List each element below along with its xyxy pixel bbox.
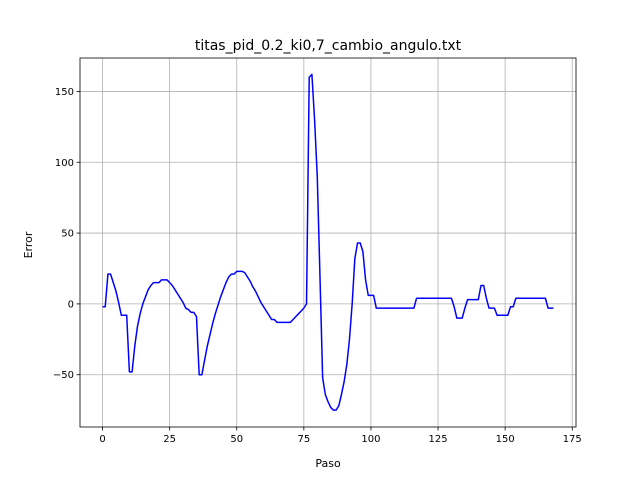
plot-frame xyxy=(79,57,577,428)
x-tick-label: 75 xyxy=(297,434,310,445)
y-tick-label: 100 xyxy=(55,158,74,169)
y-tick-label: 150 xyxy=(55,87,74,98)
x-tick-label: 175 xyxy=(563,434,582,445)
x-tick-label: 125 xyxy=(428,434,447,445)
axes-frame xyxy=(79,57,577,428)
series-layer xyxy=(102,73,554,411)
x-tick-label: 150 xyxy=(496,434,515,445)
x-tick-label: 0 xyxy=(99,434,105,445)
x-tick-label: 100 xyxy=(361,434,380,445)
chart-title: titas_pid_0.2_ki0,7_cambio_angulo.txt xyxy=(195,38,462,54)
y-tick-label: 50 xyxy=(61,229,74,240)
y-tick-label: 0 xyxy=(68,299,74,310)
y-axis-label: Error xyxy=(22,231,35,258)
grid xyxy=(80,58,576,427)
ticks: 0 25 50 75 100 125 150 175 −50 0 50 100 150 xyxy=(53,87,582,445)
y-tick-label: −50 xyxy=(53,370,74,381)
x-tick-label: 50 xyxy=(230,434,243,445)
x-axis-label: Paso xyxy=(315,457,341,470)
series-line xyxy=(102,73,554,411)
x-tick-label: 25 xyxy=(163,434,176,445)
